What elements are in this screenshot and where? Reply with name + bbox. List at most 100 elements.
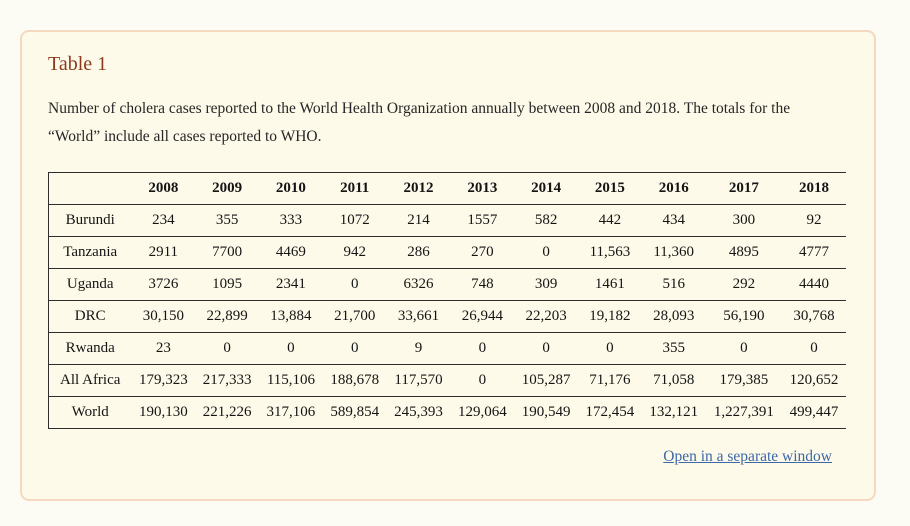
table-cell: 0 bbox=[350, 340, 359, 356]
table-cell: 214 bbox=[407, 212, 430, 228]
table-cell: 22,203 bbox=[525, 308, 567, 324]
table-cell: 748 bbox=[471, 276, 494, 292]
table-cell: 0 bbox=[542, 340, 550, 356]
table-cell: 309 bbox=[534, 276, 558, 292]
table-row: Rwanda 23 0 0 0 9 0 0 0 355 0 0 bbox=[48, 332, 846, 365]
year-column-header: 2017 bbox=[728, 180, 759, 196]
table-cell: 172,454 bbox=[585, 404, 635, 420]
table-cell: 120,652 bbox=[789, 372, 839, 388]
table-cell: 0 bbox=[478, 340, 487, 356]
table-cell: 115,106 bbox=[266, 372, 316, 388]
table-cell: 317,106 bbox=[266, 404, 316, 420]
table-cell: 117,570 bbox=[394, 372, 443, 388]
table-cell: 0 bbox=[606, 340, 614, 356]
year-column-header: 2016 bbox=[658, 180, 689, 196]
table-cell: 132,121 bbox=[649, 404, 699, 420]
year-column-header: 2012 bbox=[403, 180, 434, 196]
table-cell: 0 bbox=[223, 340, 231, 356]
year-column-header: 2009 bbox=[212, 180, 243, 196]
open-separate-window-link[interactable]: Open in a separate window bbox=[663, 448, 832, 465]
table-cell: 30,150 bbox=[142, 308, 184, 324]
table-caption: Number of cholera cases reported to the … bbox=[48, 100, 791, 145]
table-cell: 1557 bbox=[467, 212, 498, 228]
link-row: Open in a separate window bbox=[48, 448, 846, 466]
table-cell: 1095 bbox=[212, 276, 243, 292]
table-cell: 0 bbox=[478, 372, 487, 388]
row-label: Burundi bbox=[65, 212, 115, 228]
table-cell: 21,700 bbox=[334, 308, 376, 324]
table-cell: 1072 bbox=[339, 212, 370, 228]
table-cell: 188,678 bbox=[330, 372, 380, 388]
table-cell: 4440 bbox=[799, 276, 830, 292]
table-cell: 292 bbox=[732, 276, 756, 292]
table-cell: 333 bbox=[279, 212, 303, 228]
year-column-header: 2011 bbox=[340, 180, 370, 196]
table-cell: 0 bbox=[740, 340, 748, 356]
table-cell: 22,899 bbox=[206, 308, 248, 324]
table-cell: 3726 bbox=[148, 276, 179, 292]
table-cell: 4469 bbox=[275, 244, 306, 260]
table-cell: 942 bbox=[343, 244, 366, 260]
table-cell: 11,360 bbox=[653, 244, 695, 260]
table-panel: Table 1 Number of cholera cases reported… bbox=[20, 30, 876, 501]
row-label: Tanzania bbox=[63, 244, 118, 260]
row-label: Uganda bbox=[66, 276, 114, 292]
table-cell: 190,130 bbox=[138, 404, 188, 420]
table-cell: 30,768 bbox=[793, 308, 835, 324]
table-cell: 0 bbox=[542, 244, 550, 260]
table-title: Table 1 bbox=[48, 53, 108, 75]
table-cell: 56,190 bbox=[723, 308, 765, 324]
table-cell: 33,661 bbox=[397, 308, 440, 324]
row-label: DRC bbox=[74, 308, 106, 324]
row-label: World bbox=[71, 404, 109, 420]
table-cell: 4777 bbox=[799, 244, 830, 260]
year-column-header: 2013 bbox=[467, 180, 498, 196]
table-cell: 28,093 bbox=[653, 308, 695, 324]
table-cell: 19,182 bbox=[589, 308, 631, 324]
table-row: Burundi 234 355 333 1072 214 1557 582 442 434 300 9… bbox=[48, 204, 846, 237]
table-cell: 234 bbox=[152, 212, 175, 228]
table-cell: 92 bbox=[806, 212, 822, 228]
table-cell: 589,854 bbox=[330, 404, 380, 420]
table-cell: 9 bbox=[414, 340, 423, 356]
year-column-header: 2008 bbox=[148, 180, 179, 196]
table-header-row: 2008 2009 2010 2011 2012 2013 2014 2015 2016 2017… bbox=[48, 172, 846, 205]
table-cell: 245,393 bbox=[394, 404, 443, 420]
table-row: World 190,130 221,226 317,106 589,854 245,393… bbox=[48, 396, 846, 429]
table-cell: 516 bbox=[662, 276, 685, 292]
table-row: DRC 30,150 22,899 13,884 21,700 33,661 26,944 2… bbox=[48, 300, 846, 333]
table-cell: 26,944 bbox=[461, 308, 503, 324]
table-row: All Africa 179,323 217,333 115,106 188,678 11… bbox=[48, 364, 846, 397]
table-cell: 23 bbox=[155, 340, 171, 356]
row-label: Rwanda bbox=[65, 340, 115, 356]
row-label: All Africa bbox=[60, 372, 121, 388]
year-column-header: 2018 bbox=[799, 180, 830, 196]
table-cell: 270 bbox=[471, 244, 494, 260]
table-cell: 6326 bbox=[403, 276, 434, 292]
table-cell: 11,563 bbox=[589, 244, 631, 260]
table-row: Tanzania 2911 7700 4469 942 286 270 0 11,563 11,3… bbox=[48, 236, 846, 269]
table-cell: 71,058 bbox=[653, 372, 695, 388]
table-cell: 1,227,391 bbox=[713, 404, 774, 420]
table-cell: 0 bbox=[350, 276, 359, 292]
table-cell: 442 bbox=[598, 212, 622, 228]
table-cell: 13,884 bbox=[270, 308, 312, 324]
table-cell: 499,447 bbox=[789, 404, 839, 420]
table-cell: 105,287 bbox=[521, 372, 571, 388]
table-cell: 179,385 bbox=[719, 372, 769, 388]
table-cell: 71,176 bbox=[589, 372, 631, 388]
table-cell: 190,549 bbox=[521, 404, 571, 420]
year-column-header: 2015 bbox=[594, 180, 625, 196]
year-column-header: 2014 bbox=[531, 180, 562, 196]
table-cell: 434 bbox=[662, 212, 685, 228]
table-cell: 129,064 bbox=[457, 404, 507, 420]
table-cell: 0 bbox=[810, 340, 818, 356]
table-cell: 300 bbox=[732, 212, 756, 228]
table-cell: 286 bbox=[407, 244, 430, 260]
table-cell: 4895 bbox=[728, 244, 759, 260]
table-cell: 355 bbox=[662, 340, 685, 356]
table-cell: 221,226 bbox=[202, 404, 252, 420]
row-label-header bbox=[49, 173, 132, 205]
table-cell: 355 bbox=[215, 212, 239, 228]
table-cell: 1461 bbox=[594, 276, 625, 292]
